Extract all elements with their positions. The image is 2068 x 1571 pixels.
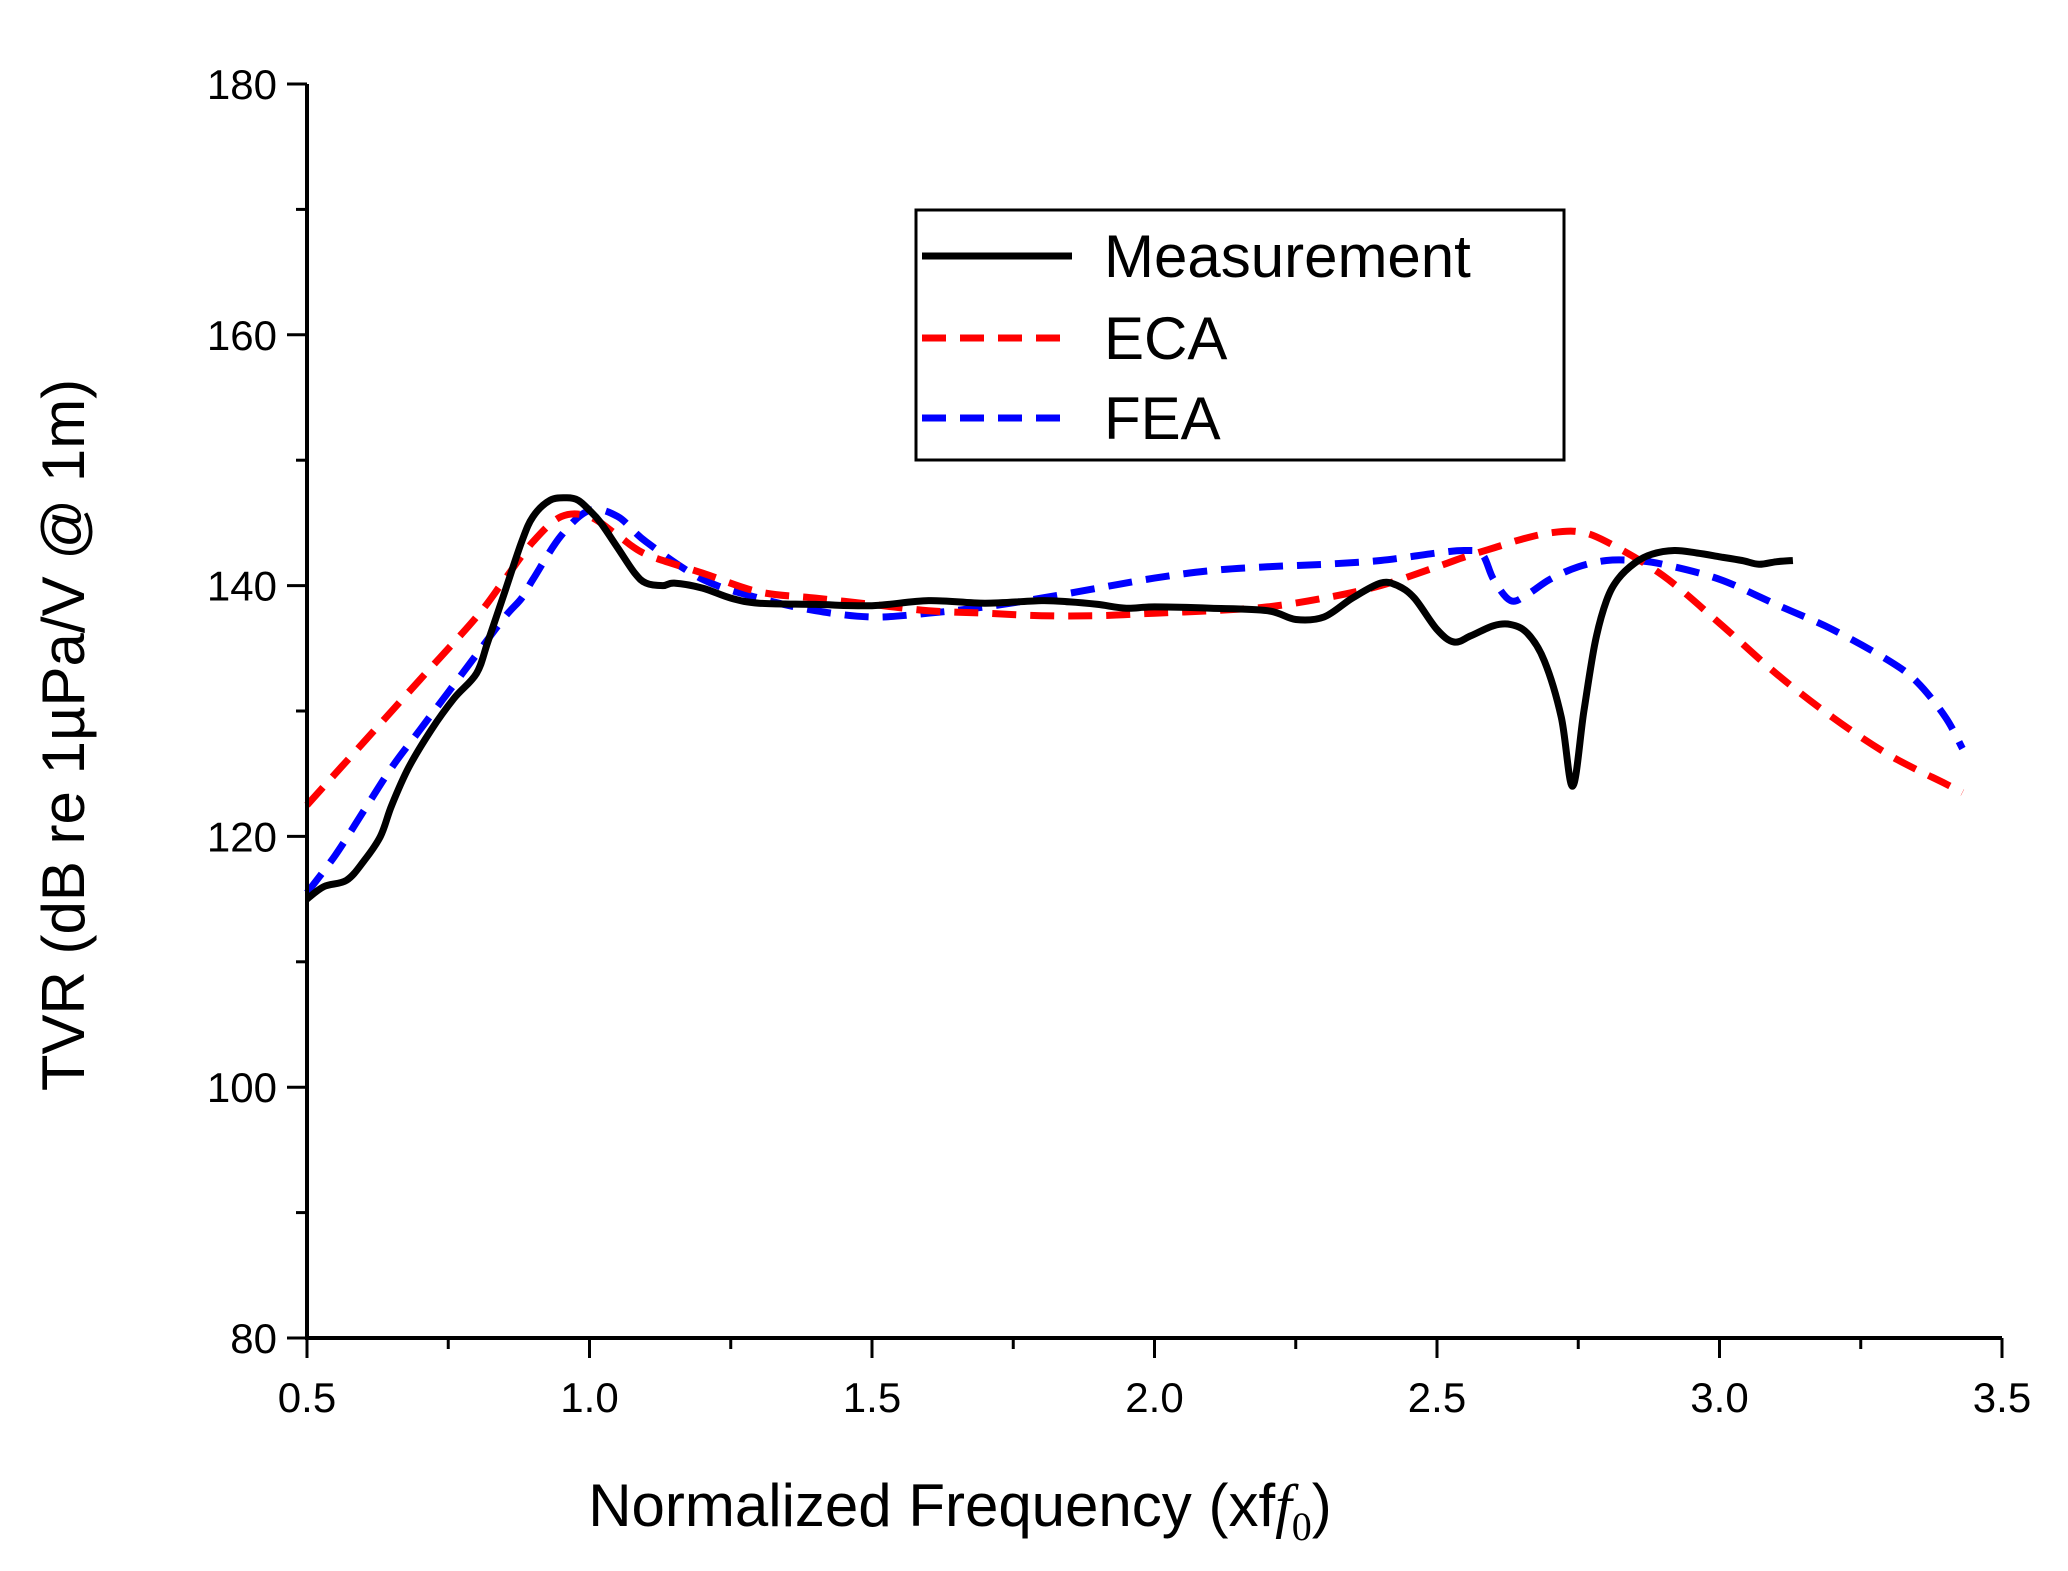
y-tick-labels: 80 100 120 140 160 180: [207, 61, 277, 1362]
series-line-fea: [304, 505, 1966, 895]
x-tick-label: 2.0: [1125, 1374, 1183, 1421]
y-tick-label: 140: [207, 563, 277, 610]
x-tick-labels: 0.5 1.0 1.5 2.0 2.5 3.0 3.5: [278, 1374, 2031, 1421]
x-tick-label: 3.0: [1690, 1374, 1748, 1421]
legend-label-eca: ECA: [1104, 305, 1227, 372]
y-tick-label: 160: [207, 312, 277, 359]
legend-label-fea: FEA: [1104, 385, 1221, 452]
x-tick-label: 3.5: [1973, 1374, 2031, 1421]
x-axis-title-paren: ): [1312, 1472, 1332, 1539]
series-line-eca: [304, 510, 1965, 808]
x-tick-label: 1.5: [843, 1374, 901, 1421]
y-tick-label: 120: [207, 813, 277, 860]
y-tick-label: 80: [230, 1315, 277, 1362]
x-axis-title: Normalized Frequency (xff0): [588, 1472, 1332, 1549]
x-tick-label: 2.5: [1408, 1374, 1466, 1421]
legend-label-measurement: Measurement: [1104, 223, 1471, 290]
series-line-measurement: [304, 494, 1794, 902]
legend-box: [914, 208, 1566, 462]
y-tick-label: 100: [207, 1064, 277, 1111]
x-axis-title-f0: f0: [1275, 1473, 1312, 1549]
series-layer: [304, 494, 1966, 902]
x-tick-label: 0.5: [278, 1374, 336, 1421]
y-tick-label: 180: [207, 61, 277, 108]
legend: Measurement ECA FEA: [914, 208, 1566, 462]
y-axis-title: TVR (dB re 1µPa/V @ 1m): [30, 379, 97, 1091]
x-tick-label: 1.0: [560, 1374, 618, 1421]
x-axis-title-main: Normalized Frequency (xf: [588, 1472, 1275, 1539]
tick-marks: [287, 82, 2004, 1358]
